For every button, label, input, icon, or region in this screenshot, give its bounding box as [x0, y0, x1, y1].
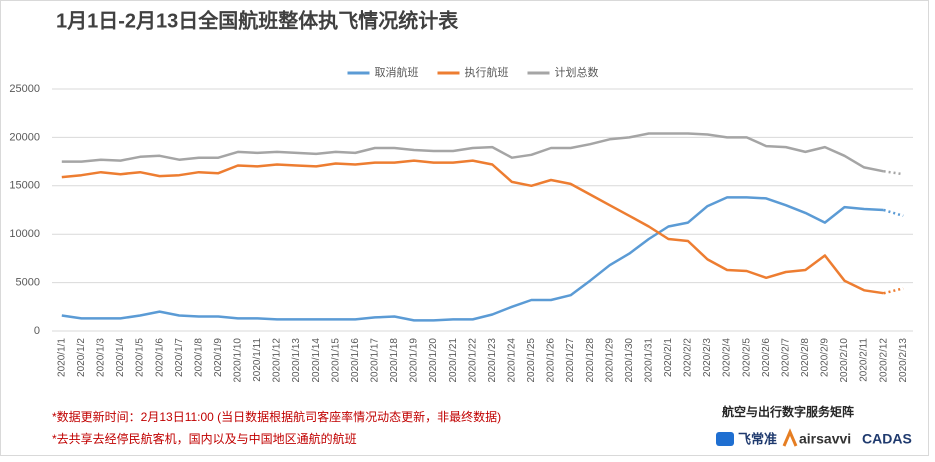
logo-icon: [716, 432, 734, 446]
x-tick-label: 2020/2/4: [722, 338, 733, 377]
y-tick-label: 10000: [9, 228, 40, 240]
x-tick-label: 2020/2/13: [898, 338, 909, 383]
x-tick-label: 2020/1/20: [428, 338, 439, 383]
x-tick-label: 2020/1/12: [272, 338, 283, 383]
x-tick-label: 2020/2/3: [702, 338, 713, 377]
x-tick-label: 2020/2/9: [820, 338, 831, 377]
x-tick-label: 2020/1/15: [330, 338, 341, 383]
y-tick-label: 25000: [9, 83, 40, 95]
legend-label: 执行航班: [465, 65, 509, 79]
x-tick-label: 2020/1/23: [487, 338, 498, 383]
note: *数据更新时间：2月13日11:00 (当日数据根据航司客座率情况动态更新，非最…: [52, 409, 501, 424]
x-tick-label: 2020/2/10: [839, 338, 850, 383]
series-line: [61, 159, 884, 295]
x-tick-label: 2020/2/7: [780, 338, 791, 377]
series-line: [61, 132, 884, 173]
note: *去共享去经停民航客机，国内以及与中国地区通航的航班: [52, 431, 357, 446]
x-tick-label: 2020/1/9: [213, 338, 224, 377]
y-tick-label: 15000: [9, 180, 40, 192]
x-tick-label: 2020/1/2: [76, 338, 87, 377]
logo: 飞常准: [738, 431, 777, 446]
x-tick-label: 2020/1/6: [154, 338, 165, 377]
x-tick-label: 2020/1/11: [252, 338, 263, 382]
x-tick-label: 2020/1/29: [604, 338, 615, 383]
y-tick-label: 20000: [9, 131, 40, 143]
x-tick-label: 2020/1/17: [370, 338, 381, 383]
x-tick-label: 2020/1/25: [526, 338, 537, 383]
series-line-dotted: [883, 208, 904, 218]
x-tick-label: 2020/1/18: [389, 338, 400, 383]
brand-title: 航空与出行数字服务矩阵: [722, 404, 854, 419]
x-tick-label: 2020/1/31: [643, 338, 654, 383]
x-tick-label: 2020/1/21: [448, 338, 459, 383]
logo-icon: [782, 428, 798, 447]
y-tick-label: 0: [34, 325, 40, 337]
x-tick-label: 2020/1/8: [193, 338, 204, 377]
x-tick-label: 2020/1/28: [585, 338, 596, 383]
series-line-dotted: [883, 287, 904, 295]
x-tick-label: 2020/2/6: [761, 338, 772, 377]
x-tick-label: 2020/1/19: [409, 338, 420, 383]
series-line-dotted: [883, 170, 904, 176]
x-tick-label: 2020/1/3: [96, 338, 107, 377]
x-tick-label: 2020/2/12: [878, 338, 889, 383]
y-tick-label: 5000: [16, 277, 40, 289]
x-tick-label: 2020/1/30: [624, 338, 635, 383]
logo: airsavvi: [799, 431, 851, 447]
x-tick-label: 2020/2/8: [800, 338, 811, 377]
logo: CADAS: [862, 431, 912, 447]
x-tick-label: 2020/2/5: [741, 338, 752, 377]
x-tick-label: 2020/1/24: [506, 338, 517, 383]
x-tick-label: 2020/1/7: [174, 338, 185, 377]
x-tick-label: 2020/1/16: [350, 338, 361, 383]
x-tick-label: 2020/2/2: [683, 338, 694, 377]
x-tick-label: 2020/1/10: [233, 338, 244, 383]
x-tick-label: 2020/1/13: [291, 338, 302, 383]
legend-label: 计划总数: [555, 65, 599, 79]
x-tick-label: 2020/1/27: [565, 338, 576, 383]
x-tick-label: 2020/1/14: [311, 338, 322, 383]
series-line: [61, 196, 884, 322]
x-tick-label: 2020/1/22: [467, 338, 478, 383]
x-tick-label: 2020/1/26: [546, 338, 557, 383]
legend-label: 取消航班: [375, 65, 419, 79]
x-tick-label: 2020/1/4: [115, 338, 126, 377]
chart-title: 1月1日-2月13日全国航班整体执飞情况统计表: [56, 8, 459, 32]
x-tick-label: 2020/2/11: [859, 338, 870, 382]
x-tick-label: 2020/2/1: [663, 338, 674, 377]
x-tick-label: 2020/1/5: [135, 338, 146, 377]
x-tick-label: 2020/1/1: [56, 338, 67, 377]
